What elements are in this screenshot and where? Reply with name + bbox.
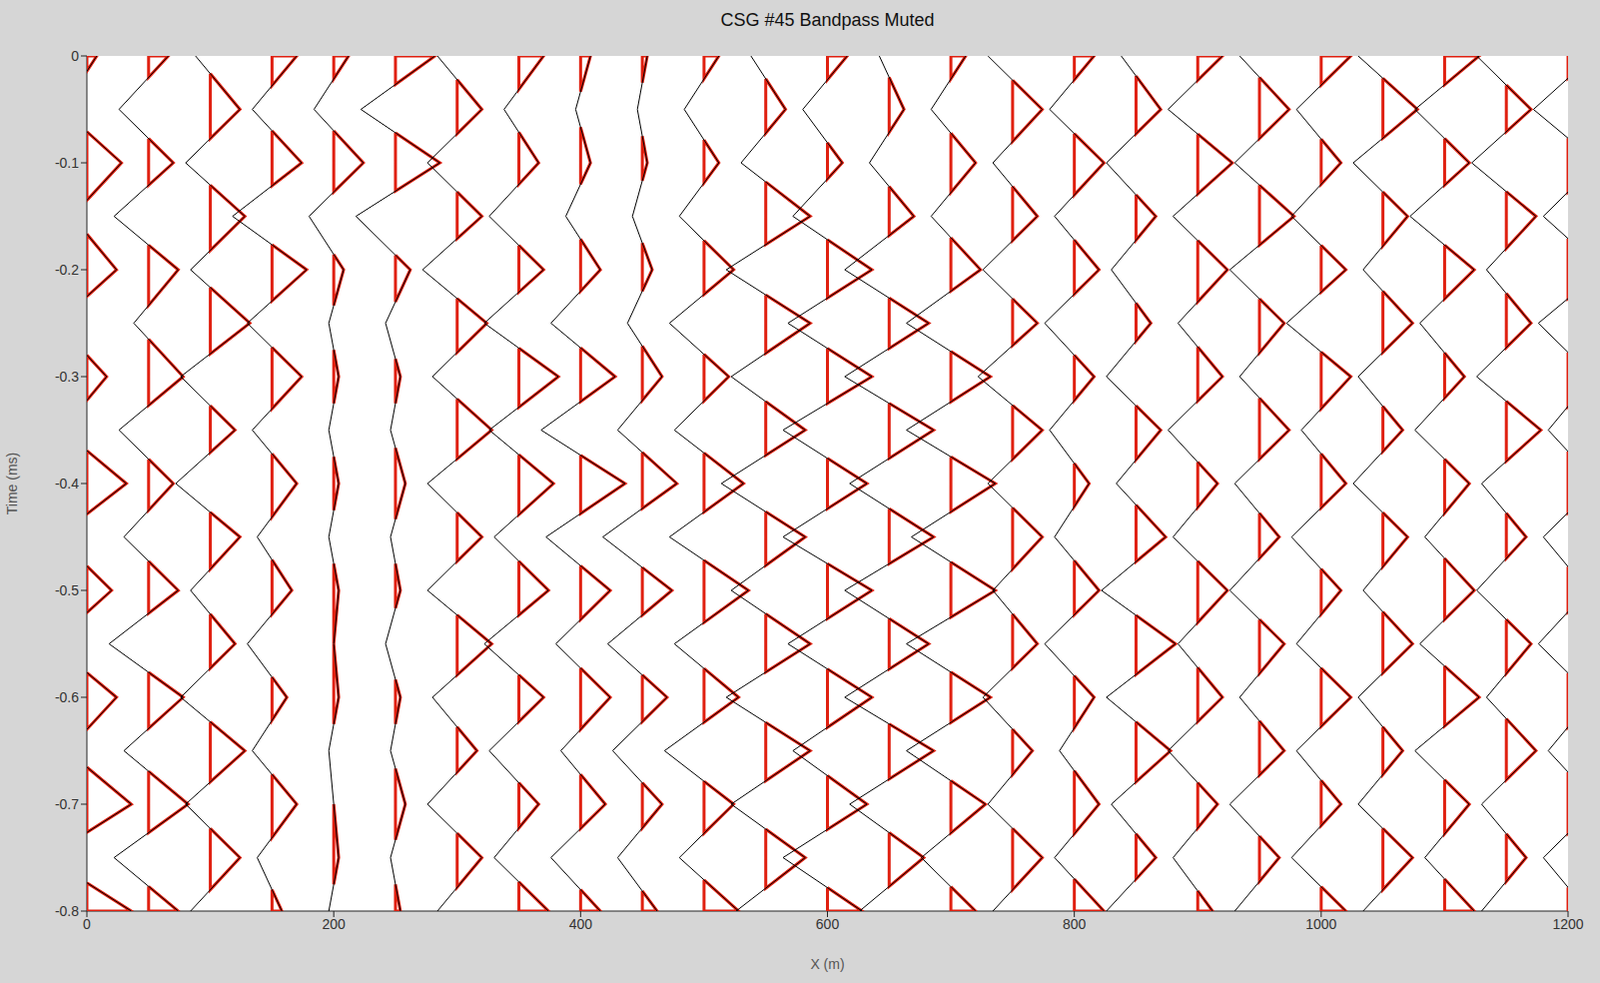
svg-text:-0.4: -0.4 xyxy=(54,475,79,492)
svg-text:0: 0 xyxy=(82,915,91,932)
svg-text:X (m): X (m) xyxy=(809,955,844,972)
svg-text:-0.6: -0.6 xyxy=(54,689,79,706)
svg-text:-0.2: -0.2 xyxy=(54,261,79,278)
svg-text:-0.1: -0.1 xyxy=(54,154,79,171)
svg-text:800: 800 xyxy=(1062,915,1087,932)
svg-text:-0.7: -0.7 xyxy=(54,796,79,812)
svg-text:1200: 1200 xyxy=(1552,915,1584,932)
svg-text:400: 400 xyxy=(569,915,594,932)
svg-text:600: 600 xyxy=(815,915,840,932)
svg-text:-0.3: -0.3 xyxy=(54,368,79,385)
svg-text:-0.8: -0.8 xyxy=(54,902,79,919)
svg-text:Time (ms): Time (ms) xyxy=(3,452,20,515)
svg-text:-0.5: -0.5 xyxy=(54,582,79,599)
svg-text:200: 200 xyxy=(321,915,346,932)
svg-text:0: 0 xyxy=(70,47,79,64)
html-text:CSG #45 Bandpass Muted: CSG #45 Bandpass Muted xyxy=(720,9,935,30)
svg-text:1000: 1000 xyxy=(1305,915,1337,932)
